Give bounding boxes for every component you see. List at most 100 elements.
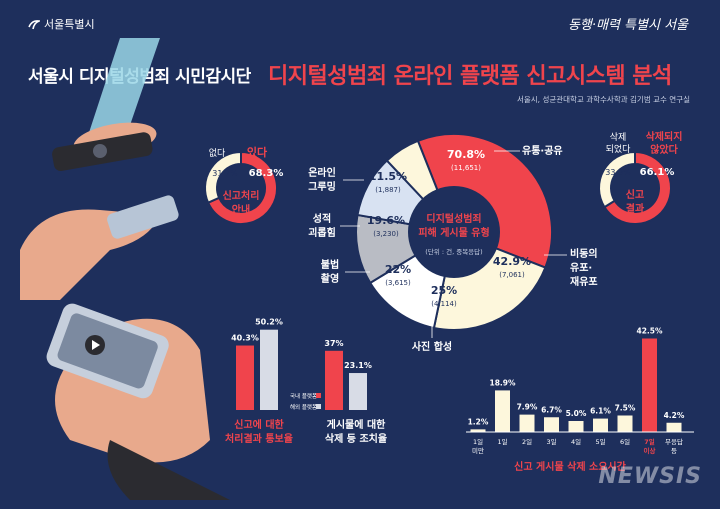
slice-synth-pct: 25% [431,284,457,297]
donut3-label-deleted-2: 되었다 [606,143,632,155]
slice-synth-count: (4,114) [431,300,457,308]
donut3-value-notdeleted: 66.1% [640,167,675,178]
bars2-value-2: 7.9% [517,403,538,412]
donut3-label-notdeleted-1: 삭제되지 [646,130,683,143]
bars1-bar-1-0 [325,350,343,410]
bars1-cat2-line1: 게시물에 대한 [327,418,386,431]
bars2-category-7-0: 7일 [644,437,655,446]
donut2-hole [408,186,500,278]
credit-line: 서울시, 성균관대학교 과학수사학과 김기범 교수 연구실 [516,95,690,104]
bars1-label-0-1: 50.2% [255,318,283,327]
newsis-watermark: NEWSIS [598,464,702,489]
bars2-category-7-1: 이상 [644,446,656,455]
bars1-label-1-1: 23.1% [344,361,372,370]
slice-grooming-label-1: 온라인 [308,166,336,179]
donut2-title-line2: 피해 게시물 유형 [418,226,489,239]
bars2-category-2-0: 2일 [522,437,532,446]
slice-nonconsent-label-2: 유포· [570,262,592,274]
bars2-category-0-1: 미만 [472,446,484,455]
donut1-slice-1 [204,150,242,205]
legend-domestic-swatch [316,393,321,398]
donut1-title-line2: 안내 [232,203,250,216]
donut2-note: (단위 : 건, 중복응답) [425,247,482,256]
bars2-category-1-0: 1일 [497,437,507,446]
slice-illegal-label-2: 촬영 [321,272,339,285]
bars2-category-0-0: 1일 [473,437,483,446]
legend-domestic: 국내 플랫폼 [290,392,317,400]
bars2-category-6-0: 6일 [620,437,630,446]
slice-harass-count: (3,230) [373,230,399,238]
brand-slogan: 동행·매력 특별시 서울 [567,18,688,33]
donut1-label-yes: 있다 [247,145,268,159]
slice-synth-label: 사진 합성 [412,340,452,353]
bars2-bar-1 [495,390,510,432]
donut1-value-yes: 68.3% [249,168,284,179]
slice-sharing-label: 유통·공유 [522,145,563,157]
bars2-value-3: 6.7% [541,405,562,414]
slice-illegal-pct: 22% [385,263,411,276]
page-title-right: 디지털성범죄 온라인 플랫폼 신고시스템 분석 [268,64,672,89]
legend-overseas-swatch [316,404,321,409]
bars2-bar-6 [617,415,633,432]
donut1-value-none: 31.7% [212,169,238,178]
slice-grooming-pct: 11.5% [369,170,407,183]
bars1-bar-0-1 [260,329,278,410]
bars2-bar-8 [666,422,682,432]
bars2-bar-0 [470,429,486,432]
slice-harass-pct: 19.6% [367,214,405,227]
bars2-value-5: 6.1% [590,407,611,416]
bars1-bar-1-1 [349,373,367,410]
donut3-label-notdeleted-2: 않았다 [650,143,678,156]
donut3-value-deleted: 33.9% [605,168,631,177]
bars2-value-8: 4.2% [664,411,685,420]
slice-illegal-label-1: 불법 [321,258,339,271]
bars2-bar-7 [642,338,657,432]
donut3-title-line2: 결과 [626,202,645,215]
slice-nonconsent-label-1: 비동의 [570,247,598,260]
slice-harass-label-1: 성적 [313,212,331,225]
bars2-value-4: 5.0% [566,409,587,418]
slice-nonconsent-pct: 42.9% [493,255,531,268]
bars1-label-0-0: 40.3% [231,334,259,343]
donut3-title-line1: 신고 [626,188,644,201]
bars2-value-0: 1.2% [468,417,489,426]
slice-illegal-count: (3,615) [385,279,411,287]
bars1-cat2-line2: 삭제 등 조치율 [325,432,387,445]
bars1-cat1-line2: 처리결과 통보율 [225,432,293,445]
legend-overseas: 해외 플랫폼 [290,403,317,411]
bars1-legend: 국내 플랫폼 해외 플랫폼 [290,392,321,411]
org-logo: 서울특별시 [28,16,95,32]
slice-nonconsent-count: (7,061) [499,271,525,279]
slice-nonconsent-label-3: 재유포 [570,275,598,288]
bars2-bar-4 [568,421,584,432]
bars2-category-3-0: 3일 [546,437,556,446]
bars2-category-5-0: 5일 [595,437,605,446]
donut1-label-none: 없다 [209,148,226,159]
result-donut [598,150,672,225]
seoul-logo-icon [28,20,40,30]
slice-sharing-count: (11,651) [451,164,481,172]
slice-grooming-label-2: 그루밍 [308,180,336,193]
org-name: 서울특별시 [44,18,95,31]
bars2-bar-2 [519,414,535,432]
slice-grooming-count: (1,887) [375,186,401,194]
bars2-value-1: 18.9% [489,378,516,387]
bars1-cat1-line1: 신고에 대한 [234,418,284,431]
slice-harass-label-2: 괴롭힘 [308,226,336,239]
bars2-value-6: 7.5% [615,404,636,413]
bars2-value-7: 42.5% [636,327,663,336]
donut3-label-deleted-1: 삭제 [610,132,627,143]
bars1-label-1-0: 37% [324,339,343,348]
phone-illustration [20,38,230,500]
bars2-category-4-0: 4일 [571,437,581,446]
bars1-bar-0-0 [236,345,254,410]
donut3-slice-0 [603,150,672,225]
donut1-title-line1: 신고처리 [223,189,260,202]
bars2-title: 신고 게시물 삭제 소요시간 [514,460,626,473]
notice-donut [204,150,278,225]
donut1-slice-0 [206,150,278,225]
bars2-bar-3 [544,417,559,432]
bars2-category-8-1: 등 [671,447,677,455]
